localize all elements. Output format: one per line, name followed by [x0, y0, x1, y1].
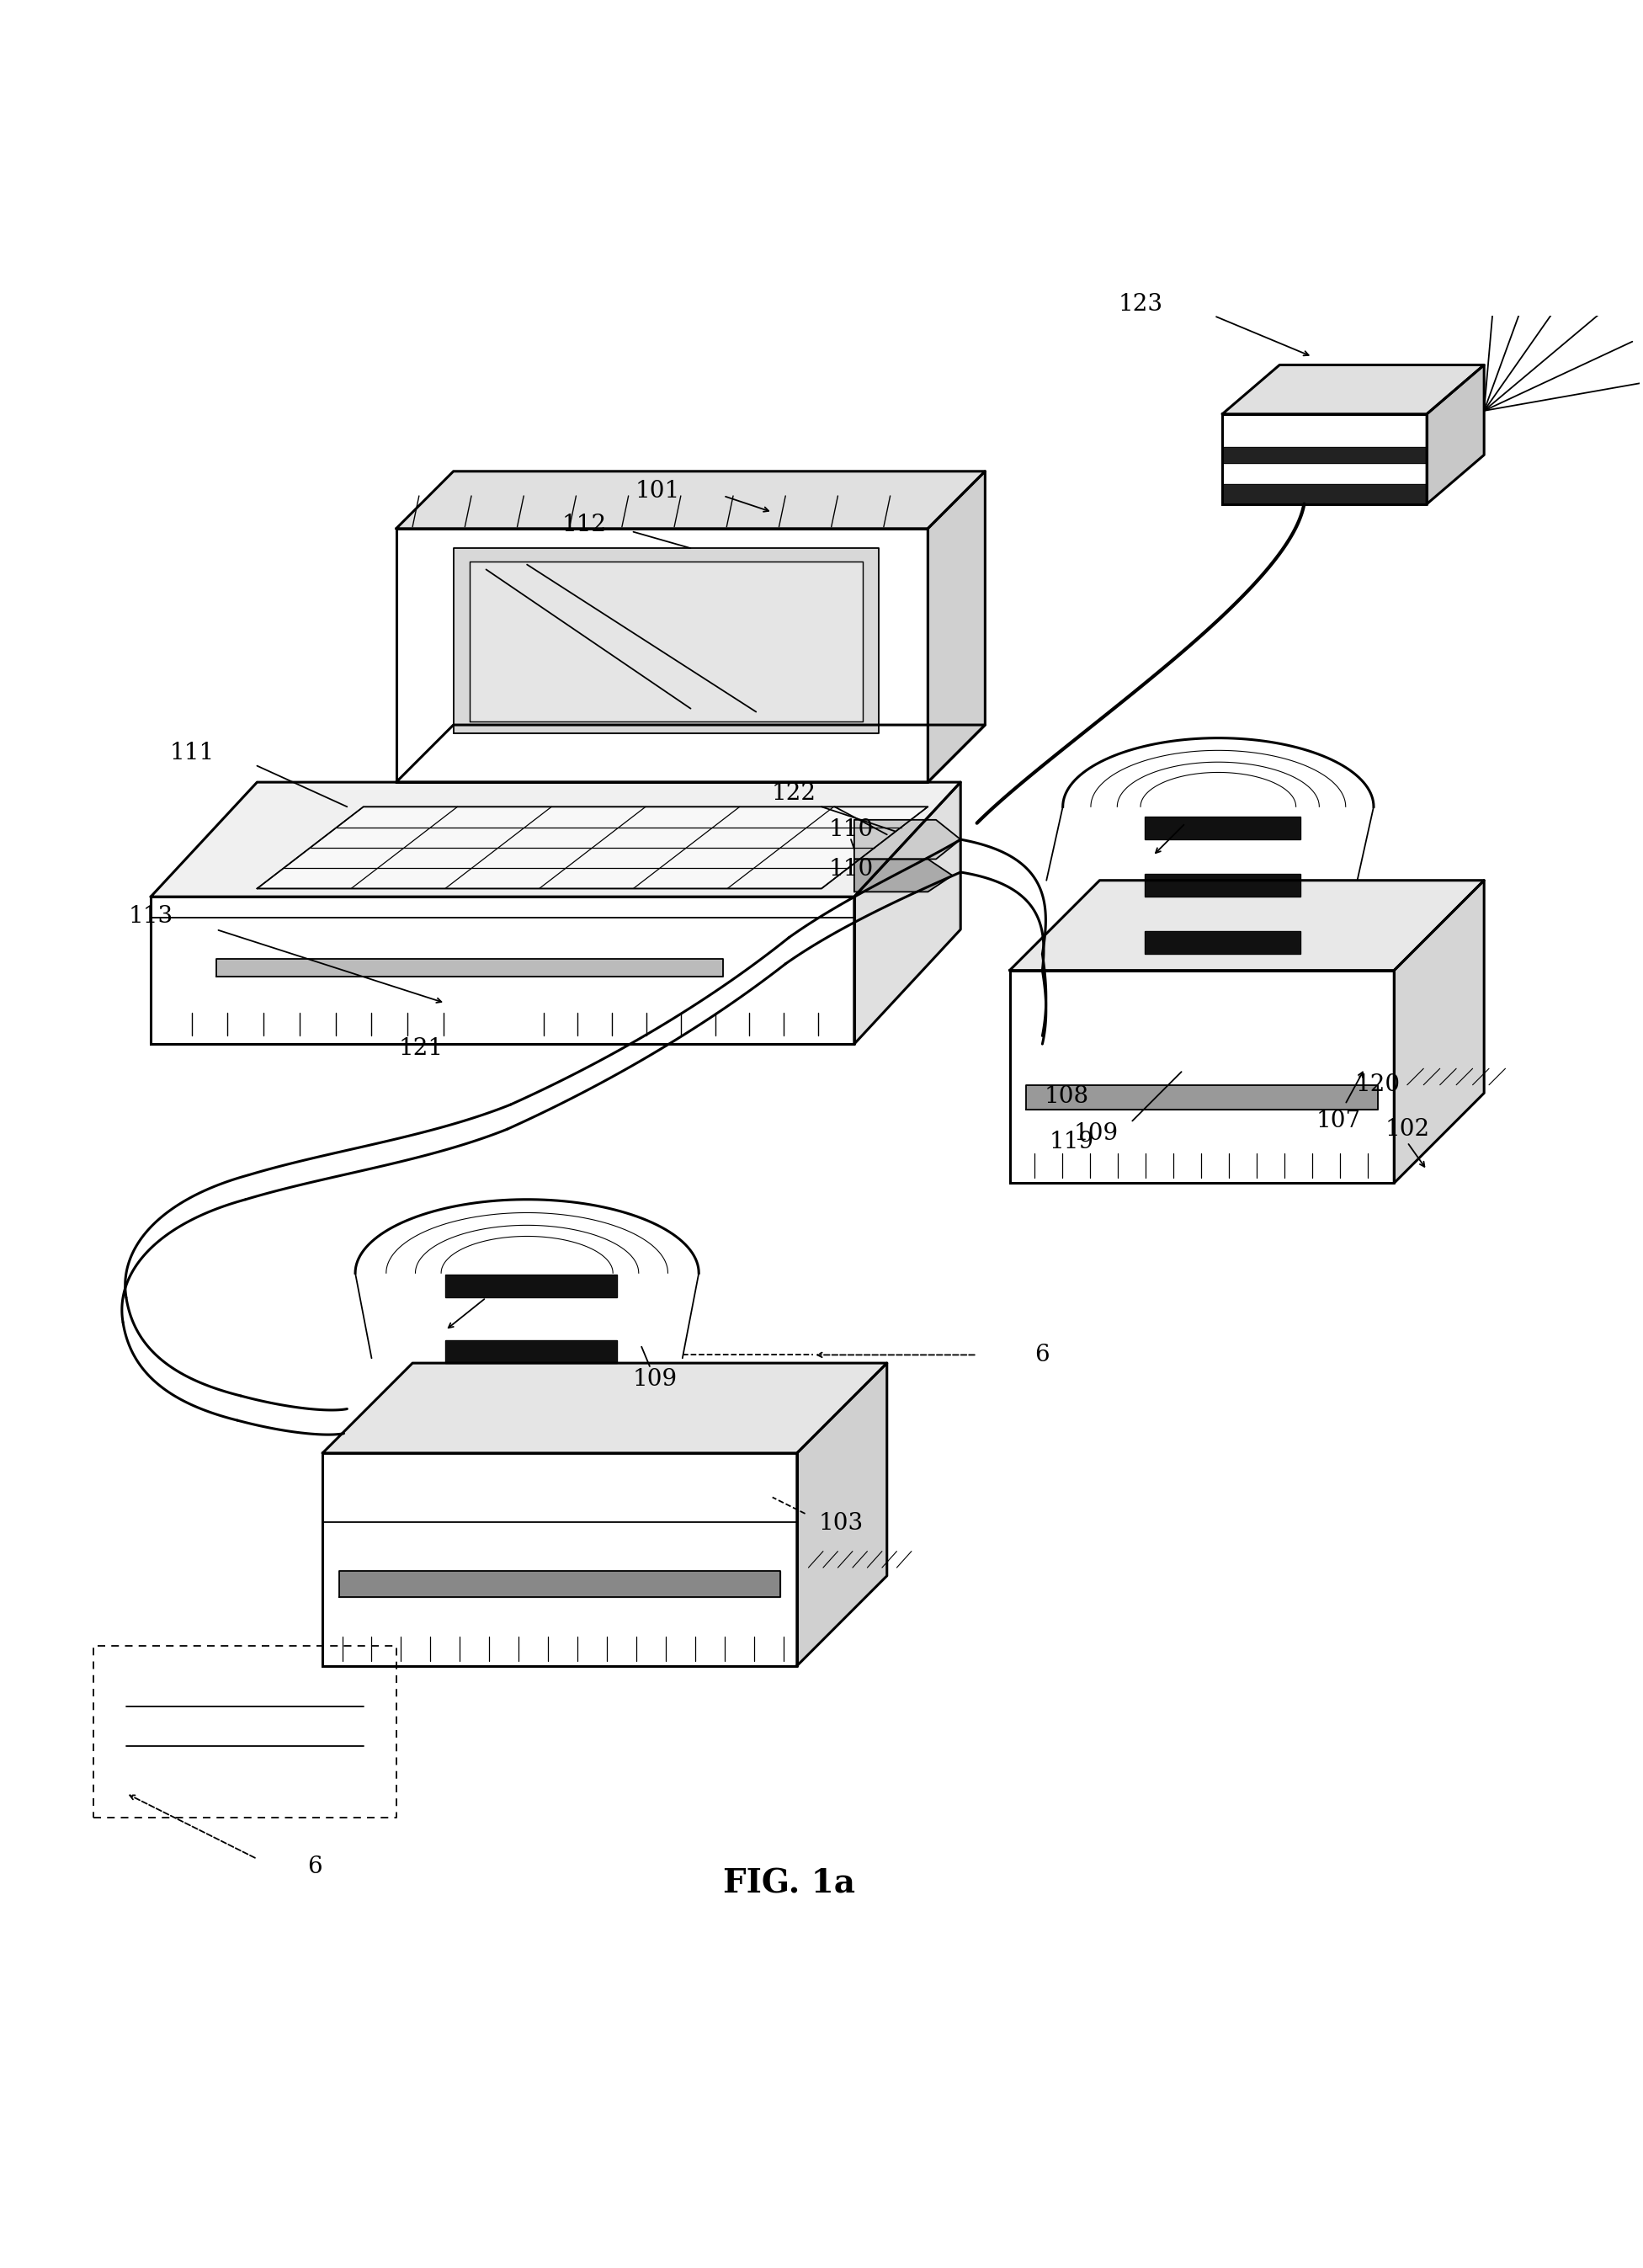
Text: 112: 112 [562, 515, 606, 538]
Polygon shape [322, 1363, 887, 1454]
Polygon shape [256, 807, 928, 889]
Polygon shape [1222, 365, 1484, 415]
Polygon shape [470, 560, 863, 721]
Text: 122: 122 [771, 782, 817, 805]
Text: 121: 121 [398, 1036, 444, 1059]
Polygon shape [1145, 816, 1300, 839]
Polygon shape [1145, 932, 1300, 955]
Polygon shape [396, 528, 928, 782]
Polygon shape [1010, 880, 1484, 971]
Polygon shape [1222, 485, 1426, 503]
Polygon shape [453, 549, 879, 733]
Polygon shape [338, 1572, 780, 1597]
Polygon shape [151, 896, 854, 1043]
Polygon shape [396, 472, 986, 528]
Text: 102: 102 [1385, 1118, 1429, 1141]
Polygon shape [1145, 873, 1300, 896]
Polygon shape [396, 726, 986, 782]
Polygon shape [1025, 1084, 1378, 1109]
Polygon shape [445, 1275, 618, 1297]
Polygon shape [1222, 447, 1426, 463]
Text: FIG. 1a: FIG. 1a [723, 1867, 854, 1898]
Text: 109: 109 [1075, 1123, 1119, 1145]
Text: 109: 109 [633, 1368, 677, 1390]
Polygon shape [854, 819, 961, 860]
Text: 111: 111 [169, 742, 214, 764]
Text: 103: 103 [818, 1513, 864, 1535]
Polygon shape [1395, 880, 1484, 1184]
Polygon shape [445, 1340, 618, 1363]
Text: 6: 6 [307, 1855, 322, 1878]
Polygon shape [928, 472, 986, 782]
Text: 119: 119 [1050, 1132, 1094, 1154]
Polygon shape [797, 1363, 887, 1665]
Text: 108: 108 [1045, 1084, 1089, 1107]
Polygon shape [322, 1454, 797, 1665]
Text: 6: 6 [1035, 1343, 1050, 1365]
Text: 120: 120 [1355, 1073, 1400, 1095]
Polygon shape [854, 782, 961, 1043]
Polygon shape [854, 860, 953, 891]
Polygon shape [1010, 971, 1395, 1184]
Text: 110: 110 [828, 819, 874, 841]
Polygon shape [151, 782, 961, 896]
Text: 110: 110 [828, 857, 874, 880]
Polygon shape [1426, 365, 1484, 503]
Polygon shape [1222, 415, 1426, 503]
Text: 107: 107 [1316, 1109, 1360, 1132]
Text: 113: 113 [128, 905, 173, 928]
Polygon shape [217, 959, 723, 978]
Text: 123: 123 [1119, 293, 1163, 315]
Text: 101: 101 [636, 479, 680, 501]
